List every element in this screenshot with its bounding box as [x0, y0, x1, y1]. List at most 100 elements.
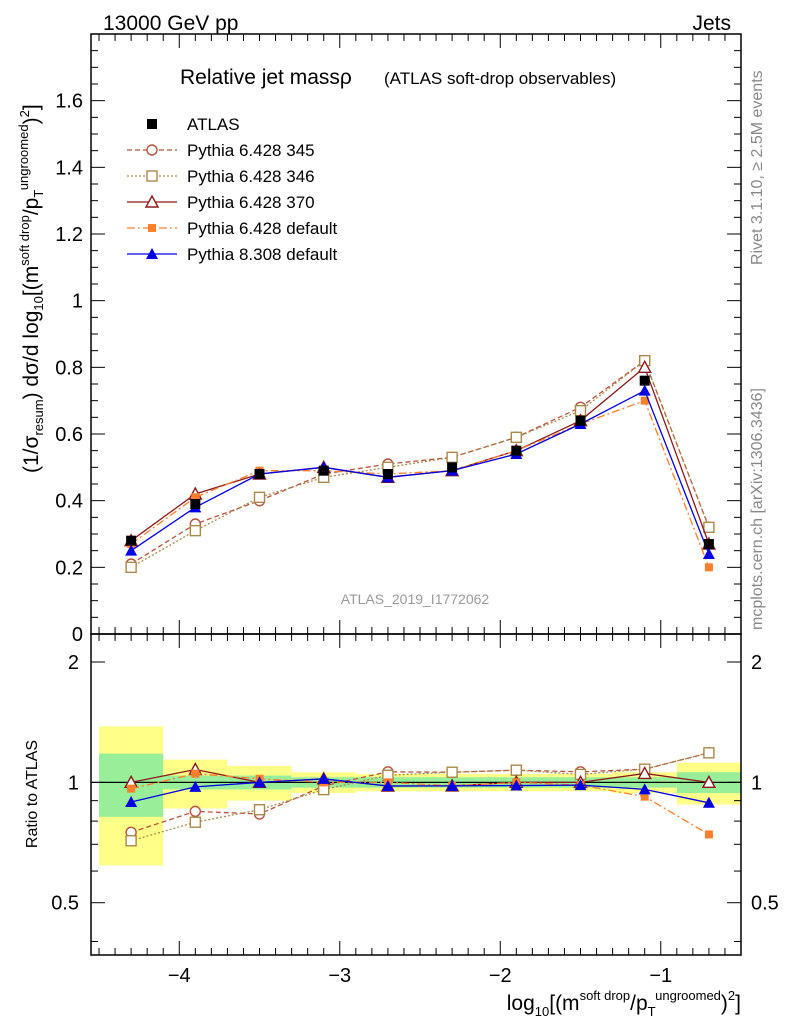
ratio-y-tick-label: 0.5 — [51, 893, 79, 915]
series-line-p8def — [130, 389, 710, 555]
x-axis: −4 −3 −2 −1 — [98, 634, 742, 987]
legend-marker-p8def — [146, 248, 158, 259]
series-line-p346 — [130, 359, 710, 568]
ratio-line-p6def — [130, 773, 710, 836]
ratio-y-tick-label: 2 — [751, 652, 762, 674]
ratio-point-p8def — [702, 796, 715, 808]
main-series-layer — [123, 354, 717, 574]
legend-marker-p345 — [146, 144, 158, 156]
ratio-point-p345 — [189, 805, 202, 818]
ratio-frame — [90, 633, 742, 956]
data-point-p8def — [638, 384, 651, 396]
data-point-p8def — [125, 544, 138, 556]
plot-title-sub: (ATLAS soft-drop observables) — [384, 69, 616, 88]
ratio-point-p8def — [125, 796, 138, 808]
legend-label-p8def: Pythia 8.308 default — [187, 245, 338, 264]
ratio-y-axis-label: Ratio to ATLAS — [24, 740, 41, 848]
legend-label-atlas: ATLAS — [187, 115, 240, 134]
ratio-point-p8def — [381, 780, 394, 792]
data-point-p6def — [640, 396, 649, 405]
plot-title-main: Relative jet massρ — [180, 66, 352, 89]
data-point-p346 — [189, 524, 202, 537]
ratio-line-p346 — [130, 752, 710, 842]
data-point-atlas — [639, 375, 650, 386]
legend-marker-atlas — [147, 119, 157, 129]
mcplots-label: mcplots.cern.ch [arXiv:1306.3436] — [749, 388, 766, 630]
main-panel: 0 0.2 0.4 0.6 0.8 1 1.2 1.4 1.6 Relative jet mas… — [55, 33, 742, 646]
header-observable: Jets — [692, 12, 731, 35]
legend-marker-p6def — [148, 224, 156, 232]
ratio-point-p370 — [701, 774, 717, 789]
ratio-point-p346 — [510, 764, 523, 776]
data-point-atlas — [575, 415, 586, 426]
legend-label-p346: Pythia 6.428 346 — [187, 167, 315, 186]
ratio-point-p346 — [189, 816, 202, 828]
main-y-tick-label: 1.4 — [55, 157, 83, 179]
data-point-p6def — [704, 563, 713, 572]
ratio-point-p8def — [510, 779, 523, 791]
legend-label-p370: Pythia 6.428 370 — [187, 193, 315, 212]
main-y-tick-label: 1.6 — [55, 91, 83, 113]
data-point-p346 — [703, 521, 715, 534]
header-process: 13000 GeV pp — [103, 12, 238, 35]
ratio-point-p8def — [446, 779, 459, 791]
ratio-point-p346 — [253, 804, 266, 816]
main-y-tick-label: 0.4 — [55, 491, 83, 513]
x-tick-label: −4 — [168, 965, 191, 987]
data-point-atlas — [190, 499, 201, 509]
data-point-p6def — [191, 493, 200, 502]
data-point-p370 — [637, 359, 652, 374]
ratio-y-tick-label: 2 — [68, 652, 79, 674]
legend-label-p345: Pythia 6.428 345 — [187, 141, 315, 160]
ratio-y-tick-label: 0.5 — [751, 893, 779, 915]
ratio-point-p8def — [638, 783, 651, 795]
main-y-tick-label: 0 — [72, 624, 83, 646]
data-point-atlas — [511, 445, 522, 456]
x-axis-label: log10[(msoft drop/pTungroomed)2] — [507, 988, 741, 1019]
main-y-tick-label: 0.8 — [55, 357, 83, 379]
ratio-y-axis: 0.5 0.5 1 1 2 2 — [51, 652, 779, 942]
ratio-point-p6def — [640, 792, 649, 801]
rivet-version-label: Rivet 3.1.10, ≥ 2.5M events — [749, 70, 766, 265]
ratio-panel: 0.5 0.5 1 1 2 2 −4 −3 −2 −1 — [51, 633, 779, 987]
data-point-atlas — [254, 469, 265, 479]
data-point-p346 — [125, 561, 137, 574]
ratio-line-p8def — [130, 778, 710, 804]
main-y-tick-label: 1.2 — [55, 224, 83, 246]
legend-marker-p370 — [144, 194, 160, 208]
series-line-p370 — [130, 366, 710, 545]
main-y-tick-label: 0.6 — [55, 424, 83, 446]
data-point-atlas — [703, 539, 714, 549]
ratio-point-p346 — [446, 766, 458, 778]
ratio-point-p346 — [703, 747, 715, 759]
main-y-tick-label: 0.2 — [55, 557, 83, 579]
main-y-axis-label: (1/σresum) dσ/d log10[(msoft drop/pTungr… — [16, 104, 46, 473]
ratio-point-p6def — [704, 830, 713, 839]
data-point-atlas — [447, 462, 458, 473]
x-tick-label: −3 — [328, 965, 351, 987]
legend-label-p6def: Pythia 6.428 default — [187, 219, 338, 238]
legend-marker-p346 — [146, 170, 158, 182]
data-point-atlas — [318, 465, 329, 476]
data-point-p346 — [510, 431, 523, 444]
ratio-point-p8def — [574, 779, 587, 791]
ratio-line-p345 — [130, 752, 710, 833]
ratio-point-p6def — [127, 784, 136, 793]
ratio-point-p6def — [191, 769, 200, 778]
series-line-p345 — [130, 359, 710, 565]
ratio-point-p8def — [189, 780, 202, 792]
legend: ATLAS Pythia 6.428 345 Pythia 6.428 346 Pyt… — [127, 115, 338, 264]
data-point-p8def — [702, 548, 715, 559]
watermark-label: ATLAS_2019_I1772062 — [341, 591, 490, 607]
ratio-y-tick-label: 1 — [68, 772, 79, 794]
x-tick-label: −2 — [489, 965, 512, 987]
series-line-p6def — [130, 399, 710, 568]
ratio-point-p8def — [317, 772, 330, 784]
ratio-y-tick-label: 1 — [751, 772, 762, 794]
main-y-tick-label: 1 — [72, 291, 83, 313]
x-tick-label: −1 — [649, 965, 672, 987]
ratio-series-layer — [123, 747, 717, 847]
ratio-point-p370 — [637, 765, 652, 780]
data-point-atlas — [382, 469, 393, 479]
